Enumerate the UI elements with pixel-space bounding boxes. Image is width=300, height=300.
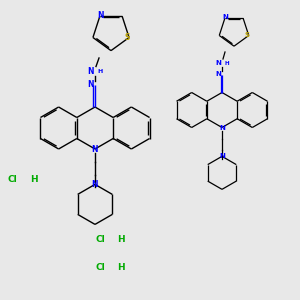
Text: Cl: Cl xyxy=(95,263,105,272)
Text: H: H xyxy=(30,176,38,184)
Text: H: H xyxy=(98,69,103,74)
Text: N: N xyxy=(219,124,225,130)
Text: S: S xyxy=(244,32,249,38)
Text: H: H xyxy=(117,236,124,244)
Text: N: N xyxy=(223,14,229,20)
Text: Cl: Cl xyxy=(8,176,18,184)
Text: Cl: Cl xyxy=(95,236,105,244)
Text: N: N xyxy=(215,71,221,77)
Text: N: N xyxy=(216,60,221,66)
Text: S: S xyxy=(124,33,130,42)
Text: N: N xyxy=(87,80,94,88)
Text: N: N xyxy=(92,145,98,154)
Text: H: H xyxy=(224,61,229,65)
Text: N: N xyxy=(92,180,98,189)
Text: N: N xyxy=(88,67,94,76)
Text: H: H xyxy=(117,263,124,272)
Text: N: N xyxy=(219,153,225,159)
Text: N: N xyxy=(98,11,104,20)
